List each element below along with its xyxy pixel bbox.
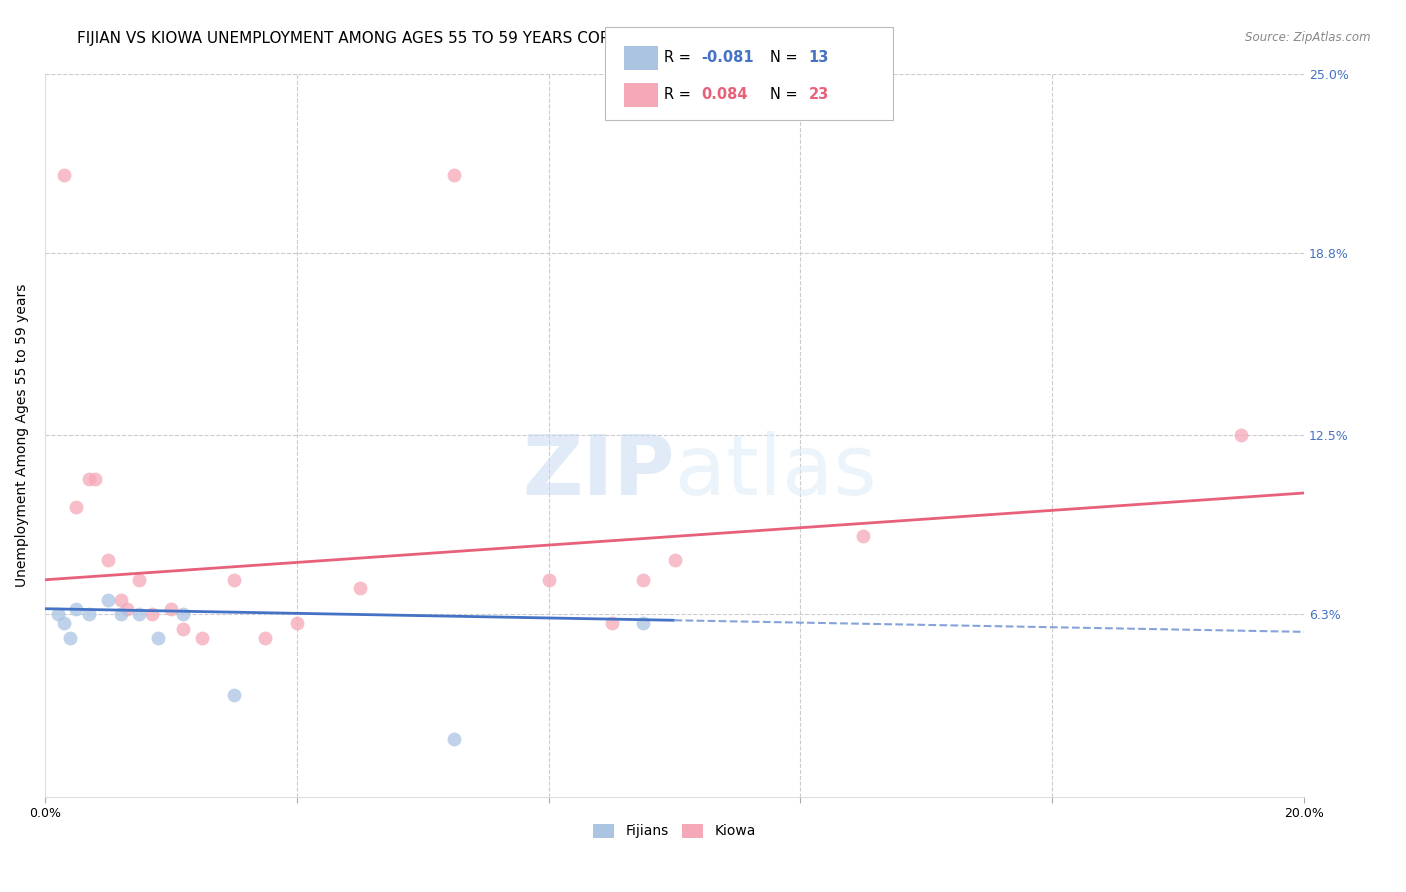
Point [148,631,170,645]
Point [52,616,75,631]
Legend: Fijians, Kiowa: Fijians, Kiowa [588,818,761,844]
Point [84,471,107,485]
Point [1230,428,1253,442]
Point [537,573,560,587]
Point [115,601,138,615]
Point [110,593,132,607]
Point [222,573,245,587]
Text: 0.084: 0.084 [702,87,748,103]
Point [600,616,623,631]
Point [77,471,100,485]
Text: atlas: atlas [675,431,876,512]
Point [65,500,87,515]
Point [52,168,75,182]
Point [128,573,150,587]
Point [191,631,214,645]
Text: N =: N = [770,87,803,103]
Point [254,631,277,645]
Text: R =: R = [664,50,695,65]
Point [160,601,183,615]
Point [46,607,69,622]
Text: -0.081: -0.081 [702,50,754,65]
Point [65,601,87,615]
Point [222,689,245,703]
Text: ZIP: ZIP [522,431,675,512]
Point [59,631,82,645]
Point [172,622,194,636]
Text: N =: N = [770,50,803,65]
Text: R =: R = [664,87,695,103]
Text: 13: 13 [808,50,828,65]
Point [285,616,308,631]
Point [852,529,875,543]
Point [110,607,132,622]
Point [631,616,654,631]
Point [97,552,120,566]
Point [443,731,465,746]
Point [77,607,100,622]
Point [443,168,465,182]
Point [664,552,686,566]
Text: 23: 23 [808,87,828,103]
Point [141,607,163,622]
Text: Source: ZipAtlas.com: Source: ZipAtlas.com [1246,31,1371,45]
Y-axis label: Unemployment Among Ages 55 to 59 years: Unemployment Among Ages 55 to 59 years [15,284,30,587]
Text: FIJIAN VS KIOWA UNEMPLOYMENT AMONG AGES 55 TO 59 YEARS CORRELATION CHART: FIJIAN VS KIOWA UNEMPLOYMENT AMONG AGES … [77,31,742,46]
Point [97,593,120,607]
Point [349,582,371,596]
Point [128,607,150,622]
Point [172,607,194,622]
Point [631,573,654,587]
